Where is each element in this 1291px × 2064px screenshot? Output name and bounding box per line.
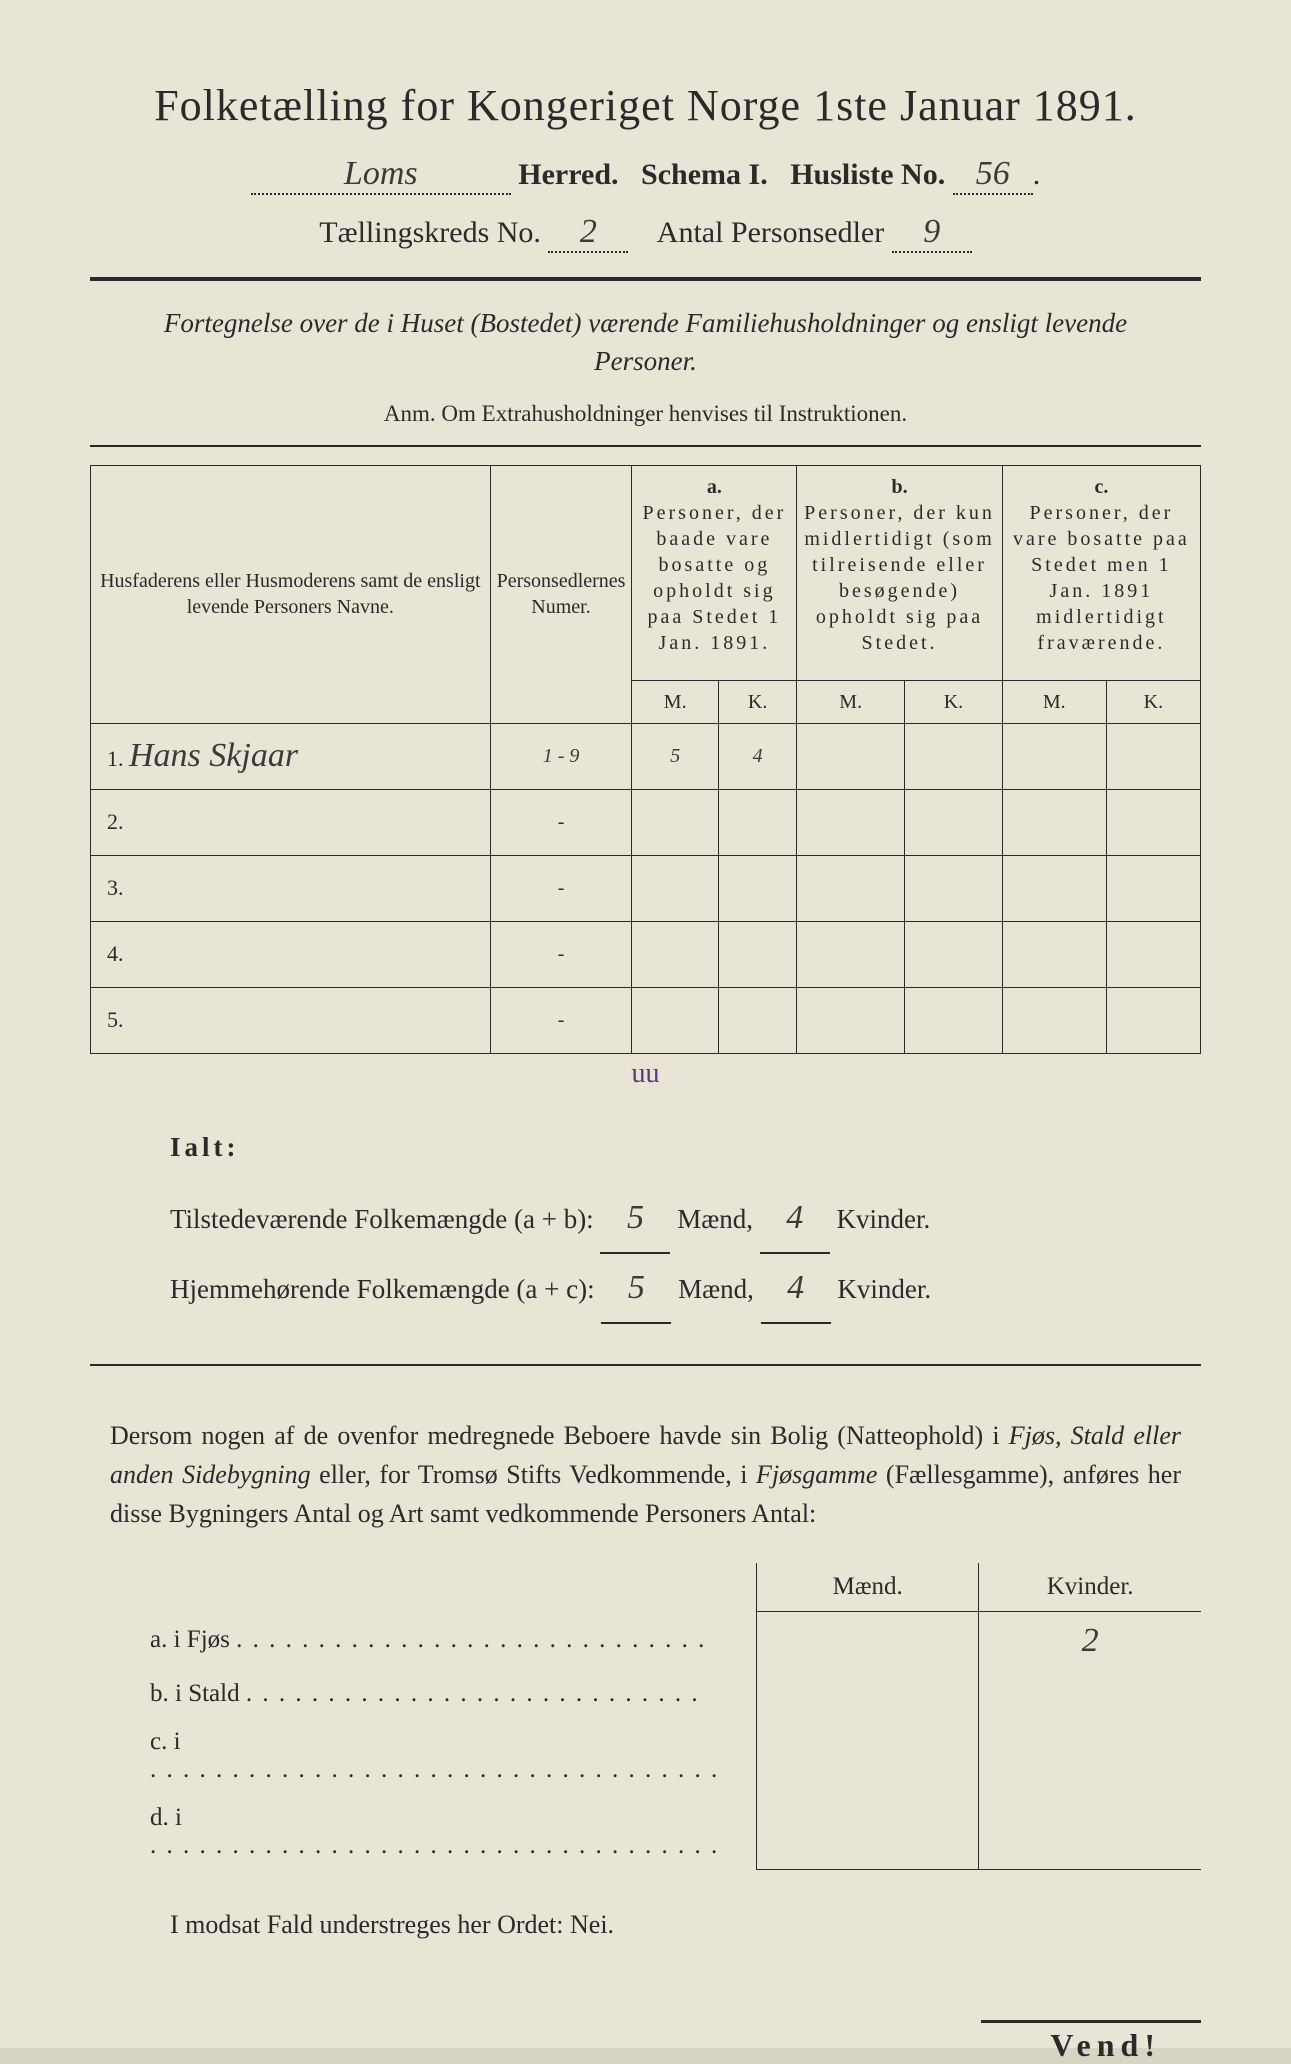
household-table: Husfaderens eller Husmoderens samt de en… (90, 465, 1201, 1054)
header-line-1: Loms Herred. Schema I. Husliste No. 56. (90, 155, 1201, 195)
col-b-header: b. Personer, der kun midlertidigt (som t… (797, 465, 1002, 664)
nei-line: I modsat Fald understreges her Ordet: Ne… (170, 1910, 1181, 1940)
kreds-label: Tællingskreds No. (319, 216, 541, 249)
herred-value: Loms (251, 155, 511, 195)
buildings-table: Mænd. Kvinder. a. i Fjøs . . . . . . . .… (90, 1563, 1201, 1871)
table-row: d. i . . . . . . . . . . . . . . . . . .… (90, 1794, 1201, 1870)
herred-label: Herred. (518, 158, 618, 191)
kreds-value: 2 (548, 213, 628, 253)
subtitle: Fortegnelse over de i Huset (Bostedet) v… (150, 305, 1141, 381)
table-row: 2. - (91, 789, 1201, 855)
personsedler-label: Antal Personsedler (657, 216, 884, 249)
anm-note: Anm. Om Extrahusholdninger henvises til … (90, 401, 1201, 427)
page-title: Folketælling for Kongeriget Norge 1ste J… (90, 80, 1201, 131)
table-row: 5. - (91, 987, 1201, 1053)
ialt-label: Ialt: (170, 1120, 1201, 1174)
divider (90, 445, 1201, 447)
col-bm: M. (797, 680, 905, 723)
divider (90, 1364, 1201, 1366)
husliste-value: 56 (953, 155, 1033, 195)
col-ak: K. (718, 680, 796, 723)
personsedler-value: 9 (892, 213, 972, 253)
table-row: c. i . . . . . . . . . . . . . . . . . .… (90, 1718, 1201, 1794)
col-c-header: c. Personer, der vare bosatte paa Stedet… (1002, 465, 1200, 664)
table-row: a. i Fjøs . . . . . . . . . . . . . . . … (90, 1611, 1201, 1670)
schema-label: Schema I. (641, 158, 768, 191)
table-row: 4. - (91, 921, 1201, 987)
col-numer-header: Personsedlernes Numer. (490, 465, 632, 723)
table-row: 3. - (91, 855, 1201, 921)
lower-kvinder-header: Kvinder. (979, 1563, 1201, 1612)
totals-line-1: Tilstedeværende Folkemængde (a + b): 5 M… (170, 1184, 1201, 1254)
col-ck: K. (1106, 680, 1200, 723)
col-names-header: Husfaderens eller Husmoderens samt de en… (91, 465, 491, 723)
col-am: M. (632, 680, 718, 723)
totals-section: Ialt: Tilstedeværende Folkemængde (a + b… (90, 1120, 1201, 1324)
table-row: b. i Stald . . . . . . . . . . . . . . .… (90, 1670, 1201, 1718)
vend-label: Vend! (981, 2020, 1201, 2064)
husliste-label: Husliste No. (790, 158, 945, 191)
col-cm: M. (1002, 680, 1106, 723)
census-form-page: Folketælling for Kongeriget Norge 1ste J… (0, 0, 1291, 2048)
col-bk: K. (905, 680, 1003, 723)
table-row: 1. Hans Skjaar 1 - 9 5 4 (91, 723, 1201, 789)
lower-maend-header: Mænd. (757, 1563, 979, 1612)
divider (90, 277, 1201, 281)
body-paragraph: Dersom nogen af de ovenfor medregnede Be… (110, 1416, 1181, 1533)
initial-mark: uu (90, 1058, 1201, 1090)
col-a-header: a. Personer, der baade vare bosatte og o… (632, 465, 797, 664)
totals-line-2: Hjemmehørende Folkemængde (a + c): 5 Mæn… (170, 1254, 1201, 1324)
header-line-2: Tællingskreds No. 2 Antal Personsedler 9 (90, 213, 1201, 253)
